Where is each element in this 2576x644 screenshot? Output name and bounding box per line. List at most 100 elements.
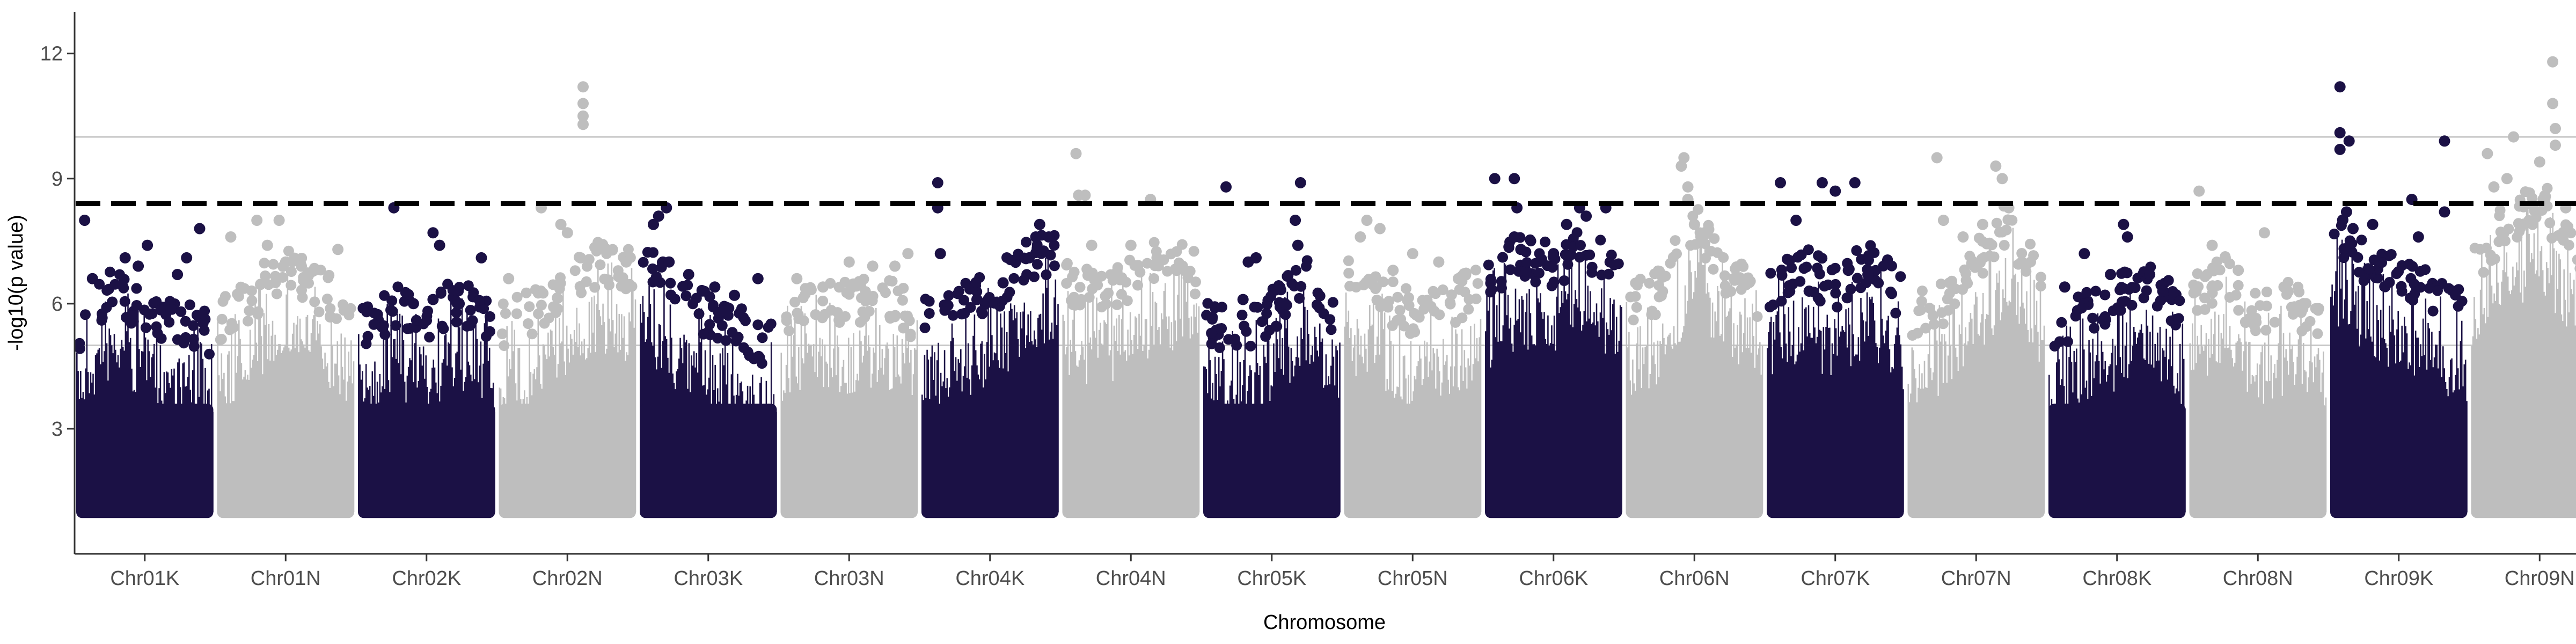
peak-point xyxy=(1816,177,1828,188)
data-point xyxy=(2424,283,2435,294)
peak-point xyxy=(172,269,184,280)
point-cloud-base xyxy=(358,404,495,518)
data-point xyxy=(175,306,187,317)
data-point xyxy=(1314,290,1326,302)
data-point xyxy=(1530,276,1541,288)
peak-point xyxy=(2334,81,2346,93)
point-cloud-base xyxy=(1626,404,1763,518)
peak-point xyxy=(2547,56,2559,68)
data-point xyxy=(2261,287,2272,297)
data-point xyxy=(1708,264,1719,275)
data-point xyxy=(2296,325,2308,336)
data-point xyxy=(736,303,747,314)
data-point xyxy=(438,323,449,334)
data-point xyxy=(424,332,435,343)
peak-point xyxy=(427,227,439,239)
data-point xyxy=(1004,287,1015,298)
peak-point xyxy=(1977,218,1988,230)
peak-point xyxy=(453,298,465,310)
peak-point xyxy=(1790,215,1802,226)
data-point xyxy=(2250,325,2261,336)
data-point xyxy=(2028,250,2039,261)
data-point xyxy=(119,296,130,307)
x-tick-label: Chr04N xyxy=(1096,567,1166,590)
data-point xyxy=(1851,273,1863,284)
data-point xyxy=(1032,259,1043,270)
data-point xyxy=(789,296,801,308)
data-point xyxy=(2269,317,2280,328)
peak-point xyxy=(194,223,206,235)
data-point xyxy=(1074,299,1086,311)
data-point xyxy=(228,321,239,333)
chromosome-chr03n xyxy=(780,248,918,518)
data-point xyxy=(325,303,336,314)
data-point xyxy=(677,281,688,292)
data-point xyxy=(1206,327,1217,339)
data-point xyxy=(1977,268,1988,279)
data-point xyxy=(1994,226,2005,238)
point-cloud-base xyxy=(2189,404,2326,518)
data-point xyxy=(2336,220,2347,231)
data-point xyxy=(390,320,401,331)
data-point xyxy=(953,286,964,297)
data-point xyxy=(2199,292,2210,304)
chromosome-chr05k xyxy=(1201,177,1341,518)
peak-point xyxy=(2079,248,2090,260)
peak-point xyxy=(577,110,589,122)
peak-point xyxy=(1842,265,1854,276)
point-cloud-base xyxy=(499,404,636,518)
data-point xyxy=(1275,284,1286,296)
peak-point xyxy=(2016,256,2028,268)
data-point xyxy=(400,287,411,298)
peak-point xyxy=(407,298,419,310)
data-point xyxy=(1595,235,1606,246)
peak-point xyxy=(1862,269,1874,280)
peak-point xyxy=(2488,181,2500,193)
data-point xyxy=(1916,296,1927,307)
peak-point xyxy=(1125,239,1137,251)
data-point xyxy=(1920,323,1931,334)
data-point xyxy=(2062,336,2073,347)
y-axis-label: -log10(p value) xyxy=(5,215,27,350)
peak-point xyxy=(902,248,914,260)
data-point xyxy=(2393,266,2404,277)
peak-point xyxy=(273,215,285,226)
peak-point xyxy=(1294,177,1306,188)
data-point xyxy=(623,244,634,255)
data-point xyxy=(1252,302,1263,313)
data-point xyxy=(2500,235,2511,246)
data-point xyxy=(591,245,602,257)
x-ticks: Chr01K Chr01N Chr02K Chr02N Chr03K Chr03N Chr0… xyxy=(110,554,2575,590)
data-point xyxy=(1812,262,1823,274)
peak-point xyxy=(296,260,307,272)
data-point xyxy=(97,312,108,324)
data-point xyxy=(526,328,538,340)
peak-point xyxy=(648,218,659,230)
data-point xyxy=(1670,235,1681,246)
peak-point xyxy=(752,273,764,284)
data-point xyxy=(1562,259,1574,270)
data-point xyxy=(103,283,114,295)
x-tick-label: Chr07K xyxy=(1801,567,1870,590)
data-point xyxy=(1630,291,1641,302)
data-point xyxy=(2025,238,2036,250)
peak-point xyxy=(1803,286,1815,297)
data-point xyxy=(1188,246,1199,257)
data-point xyxy=(2035,281,2046,292)
data-point xyxy=(313,306,325,318)
data-point xyxy=(569,265,581,276)
data-point xyxy=(303,277,314,289)
peak-point xyxy=(1515,244,1527,255)
data-point xyxy=(924,308,935,319)
peak-point xyxy=(932,177,943,188)
data-point xyxy=(1558,275,1570,286)
data-point xyxy=(2116,268,2127,279)
data-point xyxy=(166,304,177,315)
data-point xyxy=(323,272,334,283)
peak-point xyxy=(575,252,587,264)
data-point xyxy=(1021,237,1032,248)
data-point xyxy=(638,257,649,268)
peak-point xyxy=(709,281,721,293)
peak-point xyxy=(1509,231,1520,243)
data-point xyxy=(1008,273,1020,284)
